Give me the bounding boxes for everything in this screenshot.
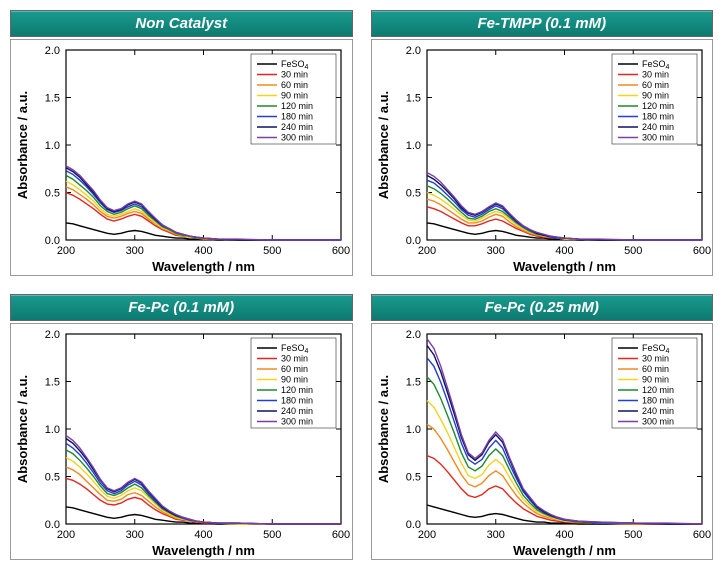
- svg-text:300: 300: [126, 245, 144, 257]
- svg-text:180 min: 180 min: [281, 112, 313, 122]
- chart-3: 2003004005006000.00.51.01.52.0Wavelength…: [371, 323, 714, 560]
- svg-text:30 min: 30 min: [281, 354, 308, 364]
- svg-text:1.5: 1.5: [45, 93, 60, 105]
- svg-text:0.5: 0.5: [405, 472, 420, 484]
- svg-text:0.0: 0.0: [405, 235, 420, 247]
- svg-text:60 min: 60 min: [281, 364, 308, 374]
- svg-text:30 min: 30 min: [281, 70, 308, 80]
- svg-text:90 min: 90 min: [281, 375, 308, 385]
- svg-text:90 min: 90 min: [642, 91, 669, 101]
- svg-text:120 min: 120 min: [642, 385, 674, 395]
- panel-3: Fe-Pc (0.25 mM) 2003004005006000.00.51.0…: [371, 294, 714, 560]
- svg-text:30 min: 30 min: [642, 70, 669, 80]
- svg-text:0.5: 0.5: [45, 472, 60, 484]
- svg-text:60 min: 60 min: [642, 80, 669, 90]
- svg-text:400: 400: [555, 245, 573, 257]
- panel-title-3: Fe-Pc (0.25 mM): [371, 294, 714, 321]
- svg-text:500: 500: [624, 245, 642, 257]
- svg-text:0.5: 0.5: [405, 188, 420, 200]
- svg-text:240 min: 240 min: [281, 406, 313, 416]
- chart-svg-3: 2003004005006000.00.51.01.52.0Wavelength…: [372, 324, 712, 559]
- svg-text:60 min: 60 min: [281, 80, 308, 90]
- chart-grid: Non Catalyst 2003004005006000.00.51.01.5…: [10, 10, 713, 560]
- svg-text:600: 600: [332, 245, 350, 257]
- svg-text:0.0: 0.0: [45, 235, 60, 247]
- svg-text:Absorbance / a.u.: Absorbance / a.u.: [15, 375, 30, 483]
- svg-text:1.0: 1.0: [405, 424, 420, 436]
- svg-text:2.0: 2.0: [45, 329, 60, 341]
- panel-title-2: Fe-Pc (0.1 mM): [10, 294, 353, 321]
- svg-text:120 min: 120 min: [281, 385, 313, 395]
- svg-text:600: 600: [692, 529, 710, 541]
- svg-text:240 min: 240 min: [642, 406, 674, 416]
- svg-text:300 min: 300 min: [281, 133, 313, 143]
- svg-text:300 min: 300 min: [642, 417, 674, 427]
- panel-0: Non Catalyst 2003004005006000.00.51.01.5…: [10, 10, 353, 276]
- svg-text:1.5: 1.5: [405, 93, 420, 105]
- svg-text:0.0: 0.0: [405, 519, 420, 531]
- svg-text:1.0: 1.0: [45, 424, 60, 436]
- svg-text:400: 400: [555, 529, 573, 541]
- svg-text:Absorbance / a.u.: Absorbance / a.u.: [15, 91, 30, 199]
- chart-svg-0: 2003004005006000.00.51.01.52.0Wavelength…: [11, 40, 351, 275]
- svg-text:300: 300: [486, 529, 504, 541]
- svg-text:0.0: 0.0: [45, 519, 60, 531]
- svg-text:60 min: 60 min: [642, 364, 669, 374]
- svg-text:240 min: 240 min: [281, 122, 313, 132]
- svg-text:2.0: 2.0: [405, 45, 420, 57]
- chart-0: 2003004005006000.00.51.01.52.0Wavelength…: [10, 39, 353, 276]
- svg-text:240 min: 240 min: [642, 122, 674, 132]
- chart-1: 2003004005006000.00.51.01.52.0Wavelength…: [371, 39, 714, 276]
- svg-text:500: 500: [263, 529, 281, 541]
- chart-2: 2003004005006000.00.51.01.52.0Wavelength…: [10, 323, 353, 560]
- svg-text:Absorbance / a.u.: Absorbance / a.u.: [376, 375, 391, 483]
- svg-text:1.0: 1.0: [405, 140, 420, 152]
- svg-text:Wavelength / nm: Wavelength / nm: [513, 543, 616, 558]
- svg-text:Wavelength / nm: Wavelength / nm: [513, 259, 616, 274]
- svg-text:180 min: 180 min: [281, 396, 313, 406]
- svg-text:600: 600: [692, 245, 710, 257]
- svg-text:30 min: 30 min: [642, 354, 669, 364]
- svg-text:300 min: 300 min: [642, 133, 674, 143]
- svg-text:1.5: 1.5: [45, 377, 60, 389]
- svg-text:90 min: 90 min: [642, 375, 669, 385]
- svg-text:Absorbance / a.u.: Absorbance / a.u.: [376, 91, 391, 199]
- svg-text:300 min: 300 min: [281, 417, 313, 427]
- svg-text:300: 300: [126, 529, 144, 541]
- svg-text:Wavelength / nm: Wavelength / nm: [152, 259, 255, 274]
- svg-text:300: 300: [486, 245, 504, 257]
- svg-text:2.0: 2.0: [45, 45, 60, 57]
- svg-text:120 min: 120 min: [281, 101, 313, 111]
- svg-text:Wavelength / nm: Wavelength / nm: [152, 543, 255, 558]
- svg-text:90 min: 90 min: [281, 91, 308, 101]
- chart-svg-1: 2003004005006000.00.51.01.52.0Wavelength…: [372, 40, 712, 275]
- svg-text:500: 500: [624, 529, 642, 541]
- chart-svg-2: 2003004005006000.00.51.01.52.0Wavelength…: [11, 324, 351, 559]
- panel-2: Fe-Pc (0.1 mM) 2003004005006000.00.51.01…: [10, 294, 353, 560]
- svg-text:400: 400: [194, 529, 212, 541]
- svg-text:1.0: 1.0: [45, 140, 60, 152]
- svg-text:180 min: 180 min: [642, 396, 674, 406]
- svg-text:500: 500: [263, 245, 281, 257]
- svg-text:0.5: 0.5: [45, 188, 60, 200]
- svg-text:1.5: 1.5: [405, 377, 420, 389]
- panel-1: Fe-TMPP (0.1 mM) 2003004005006000.00.51.…: [371, 10, 714, 276]
- svg-text:2.0: 2.0: [405, 329, 420, 341]
- panel-title-0: Non Catalyst: [10, 10, 353, 37]
- svg-text:120 min: 120 min: [642, 101, 674, 111]
- svg-text:400: 400: [194, 245, 212, 257]
- svg-text:180 min: 180 min: [642, 112, 674, 122]
- panel-title-1: Fe-TMPP (0.1 mM): [371, 10, 714, 37]
- svg-text:600: 600: [332, 529, 350, 541]
